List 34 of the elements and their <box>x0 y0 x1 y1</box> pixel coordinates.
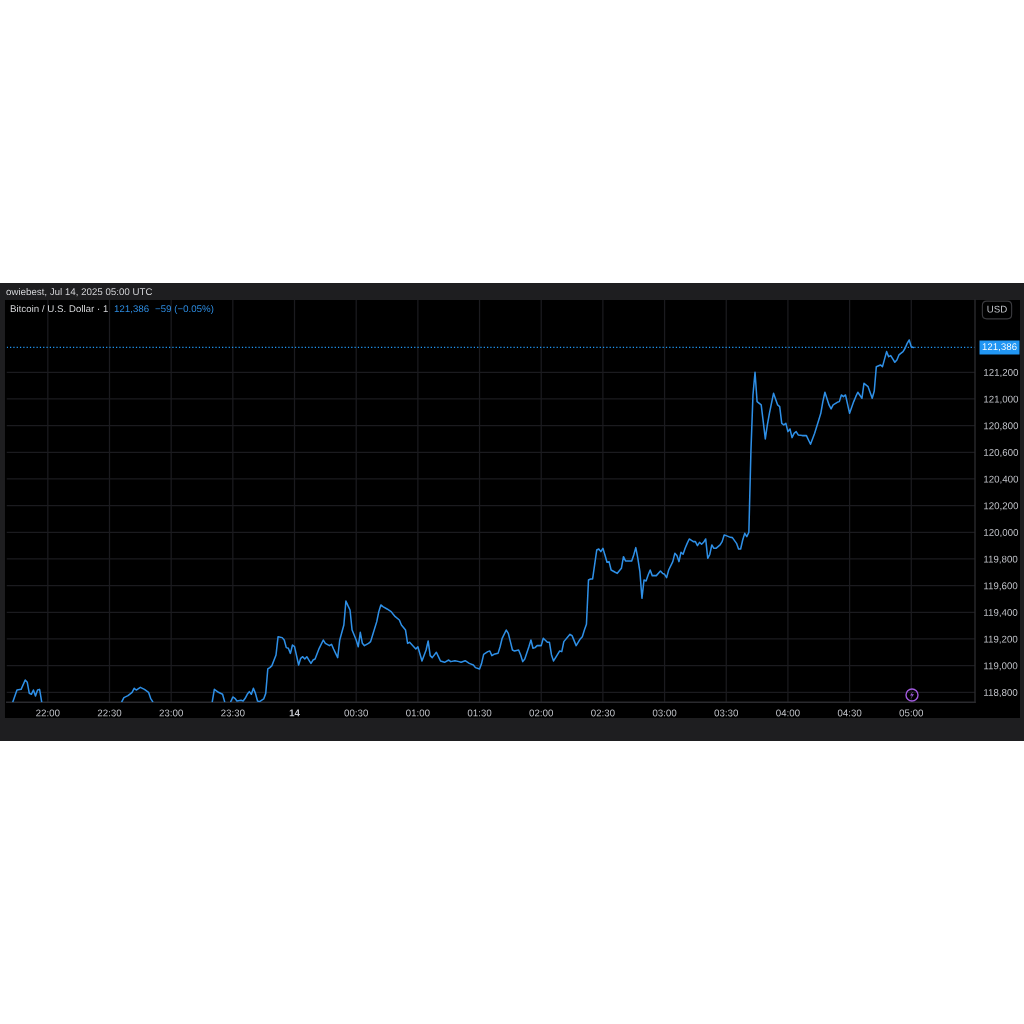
x-tick-label: 03:00 <box>652 709 677 717</box>
x-tick-label: 01:30 <box>467 709 492 717</box>
x-tick-label: 04:30 <box>837 709 862 717</box>
y-axis-title: USD <box>987 305 1007 313</box>
y-tick-label: 121,000 <box>984 395 1019 404</box>
y-tick-label: 121,200 <box>984 369 1019 378</box>
y-tick-label: 120,000 <box>984 529 1019 538</box>
x-tick-label: 23:30 <box>221 709 245 717</box>
x-tick-label: 03:30 <box>714 709 739 717</box>
y-tick-label: 118,800 <box>984 689 1018 698</box>
y-tick-label: 119,200 <box>984 635 1018 644</box>
y-tick-label: 120,800 <box>984 422 1019 431</box>
text: owiebest, Jul 14, 2025 05:00 UTC <box>6 287 153 297</box>
y-tick-label: 120,600 <box>984 449 1019 458</box>
x-tick-label: 01:00 <box>406 709 430 717</box>
x-tick-label: 05:00 <box>899 709 924 717</box>
chart-title: Bitcoin / U.S. Dollar · 1 <box>10 304 108 313</box>
annotation: −59 (−0.05%) <box>155 304 214 315</box>
x-tick-label: 22:00 <box>36 709 60 717</box>
x-tick-label: 00:30 <box>344 709 368 717</box>
x-tick-label: 22:30 <box>97 709 122 717</box>
y-tick-label: 119,800 <box>984 555 1018 564</box>
y-tick-label: 120,400 <box>984 475 1019 484</box>
y-tick-label: 120,200 <box>984 502 1019 511</box>
x-tick-label: 02:00 <box>529 709 553 717</box>
annotation: 121,386 <box>114 305 149 314</box>
x-tick-label: 14 <box>289 709 300 717</box>
x-tick-label: 02:30 <box>591 709 615 717</box>
x-tick-label: 23:00 <box>159 709 183 717</box>
y-tick-label: 119,600 <box>984 582 1018 591</box>
ref-line-label: 121,386 <box>982 343 1017 352</box>
y-tick-label: 119,000 <box>984 662 1018 671</box>
x-tick-label: 04:00 <box>776 709 800 717</box>
y-tick-label: 119,400 <box>984 609 1018 618</box>
